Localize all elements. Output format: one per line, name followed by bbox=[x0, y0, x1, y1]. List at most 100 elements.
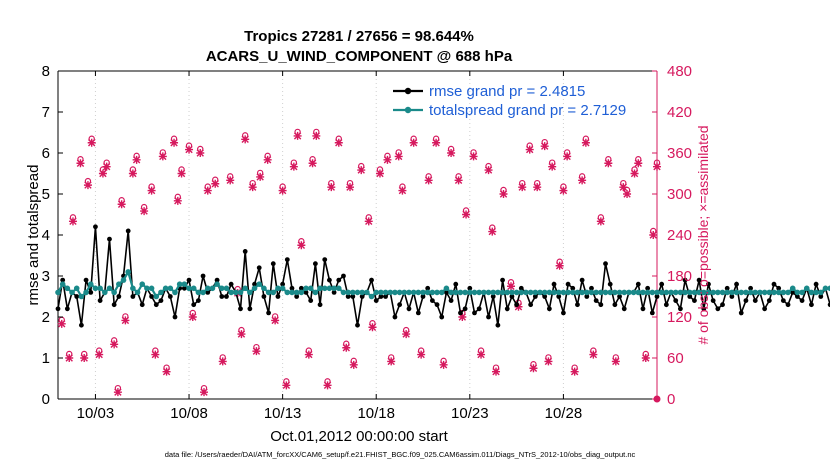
rmse-point bbox=[766, 298, 772, 303]
totalspread-point bbox=[345, 289, 351, 296]
rmse-point bbox=[542, 294, 548, 299]
totalspread-point bbox=[668, 289, 674, 296]
totalspread-point bbox=[467, 289, 473, 296]
rmse-point bbox=[172, 314, 178, 320]
rmse-point bbox=[247, 306, 253, 312]
rmse-point bbox=[383, 294, 388, 299]
y-tick-label: 4 bbox=[42, 227, 50, 244]
rmse-point bbox=[593, 298, 599, 303]
obs-count-marker bbox=[57, 316, 66, 328]
totalspread-point bbox=[574, 289, 581, 296]
rmse-point bbox=[462, 306, 468, 312]
obs-count-marker bbox=[492, 364, 501, 376]
rmse-point bbox=[359, 294, 365, 299]
totalspread-point bbox=[813, 289, 819, 296]
rmse-point bbox=[663, 302, 669, 308]
totalspread-point bbox=[312, 289, 319, 296]
obs-assimilated-point bbox=[469, 152, 478, 161]
legend-entry: rmse grand pr = 2.4815 bbox=[393, 83, 585, 100]
totalspread-point bbox=[303, 285, 309, 292]
totalspread-point bbox=[415, 289, 422, 296]
obs-count-marker bbox=[630, 166, 639, 178]
rmse-point bbox=[603, 261, 608, 267]
totalspread-point bbox=[733, 289, 740, 296]
totalspread-point bbox=[551, 289, 557, 296]
rmse-point bbox=[327, 277, 332, 283]
obs-count-marker bbox=[349, 357, 358, 369]
obs-assimilated-point bbox=[477, 350, 486, 359]
rmse-point bbox=[434, 302, 440, 308]
x-tick-label: 10/18 bbox=[357, 405, 395, 422]
rmse-point bbox=[298, 285, 304, 291]
totalspread-point bbox=[462, 289, 468, 296]
totalspread-point bbox=[251, 285, 258, 292]
totalspread-point bbox=[584, 289, 590, 296]
rmse-point bbox=[453, 281, 459, 287]
footer-data-file: data file: /Users/raeder/DAI/ATM_forcXX/… bbox=[165, 450, 636, 459]
rmse-point bbox=[720, 302, 725, 308]
obs-count-marker bbox=[252, 343, 261, 356]
rmse-point bbox=[312, 261, 318, 267]
rmse-point bbox=[64, 306, 70, 312]
rmse-point bbox=[514, 302, 520, 308]
legend-entry: totalspread grand pr = 2.7129 bbox=[393, 102, 626, 119]
totalspread-point bbox=[719, 289, 726, 296]
rmse-point bbox=[752, 298, 758, 303]
totalspread-point bbox=[504, 289, 511, 296]
rmse-point bbox=[518, 285, 524, 291]
obs-assimilated-point bbox=[488, 227, 497, 236]
rmse-point bbox=[561, 310, 566, 316]
rmse-point bbox=[261, 294, 267, 299]
rmse-point bbox=[303, 290, 309, 295]
obs-assimilated-point bbox=[611, 357, 620, 366]
totalspread-point bbox=[457, 289, 464, 296]
rmse-point bbox=[724, 285, 730, 291]
rmse-point bbox=[748, 285, 753, 291]
totalspread-point bbox=[167, 285, 174, 292]
totalspread-series bbox=[55, 269, 830, 300]
y2-tick-label: 300 bbox=[667, 186, 692, 203]
totalspread-point bbox=[406, 289, 412, 296]
obs-assimilated-point bbox=[140, 207, 149, 216]
totalspread-point bbox=[579, 289, 585, 296]
obs-count-marker bbox=[375, 166, 384, 178]
x-tick-label: 10/23 bbox=[451, 405, 489, 422]
x-tick-label: 10/03 bbox=[77, 405, 115, 422]
totalspread-point bbox=[640, 289, 646, 296]
obs-count-marker bbox=[95, 347, 104, 359]
totalspread-point bbox=[476, 289, 482, 296]
obs-assimilated-point bbox=[312, 131, 321, 140]
rmse-point bbox=[284, 257, 290, 262]
totalspread-point bbox=[83, 289, 89, 296]
totalspread-point bbox=[518, 289, 525, 296]
obs-count-marker bbox=[334, 135, 343, 147]
totalspread-point bbox=[495, 289, 501, 296]
totalspread-point bbox=[176, 281, 183, 288]
obs-assimilated-point bbox=[110, 340, 119, 349]
obs-assimilated-point bbox=[95, 350, 104, 359]
totalspread-point bbox=[677, 289, 684, 296]
rmse-point bbox=[116, 294, 122, 299]
obs-assimilated-point bbox=[630, 169, 639, 178]
obs-count-marker bbox=[297, 238, 306, 250]
rmse-point bbox=[458, 310, 463, 316]
obs-count-marker bbox=[83, 177, 92, 190]
obs-count-marker bbox=[162, 364, 171, 376]
obs-count-marker bbox=[402, 326, 411, 339]
rmse-point bbox=[827, 302, 830, 308]
totalspread-point bbox=[602, 289, 609, 296]
obs-count-marker bbox=[488, 224, 497, 236]
totalspread-point bbox=[743, 289, 749, 296]
totalspread-point bbox=[555, 289, 562, 296]
chart-subtitle: ACARS_U_WIND_COMPONENT @ 688 hPa bbox=[206, 48, 513, 65]
totalspread-point bbox=[630, 289, 637, 296]
obs-assimilated-point bbox=[424, 176, 433, 185]
totalspread-point bbox=[696, 289, 702, 296]
rmse-point bbox=[706, 281, 711, 287]
rmse-point bbox=[659, 281, 665, 287]
obs-count-marker bbox=[563, 149, 572, 161]
rmse-point bbox=[415, 310, 421, 316]
obs-count-marker bbox=[570, 364, 579, 376]
totalspread-point bbox=[715, 289, 721, 296]
totalspread-point bbox=[186, 285, 192, 292]
